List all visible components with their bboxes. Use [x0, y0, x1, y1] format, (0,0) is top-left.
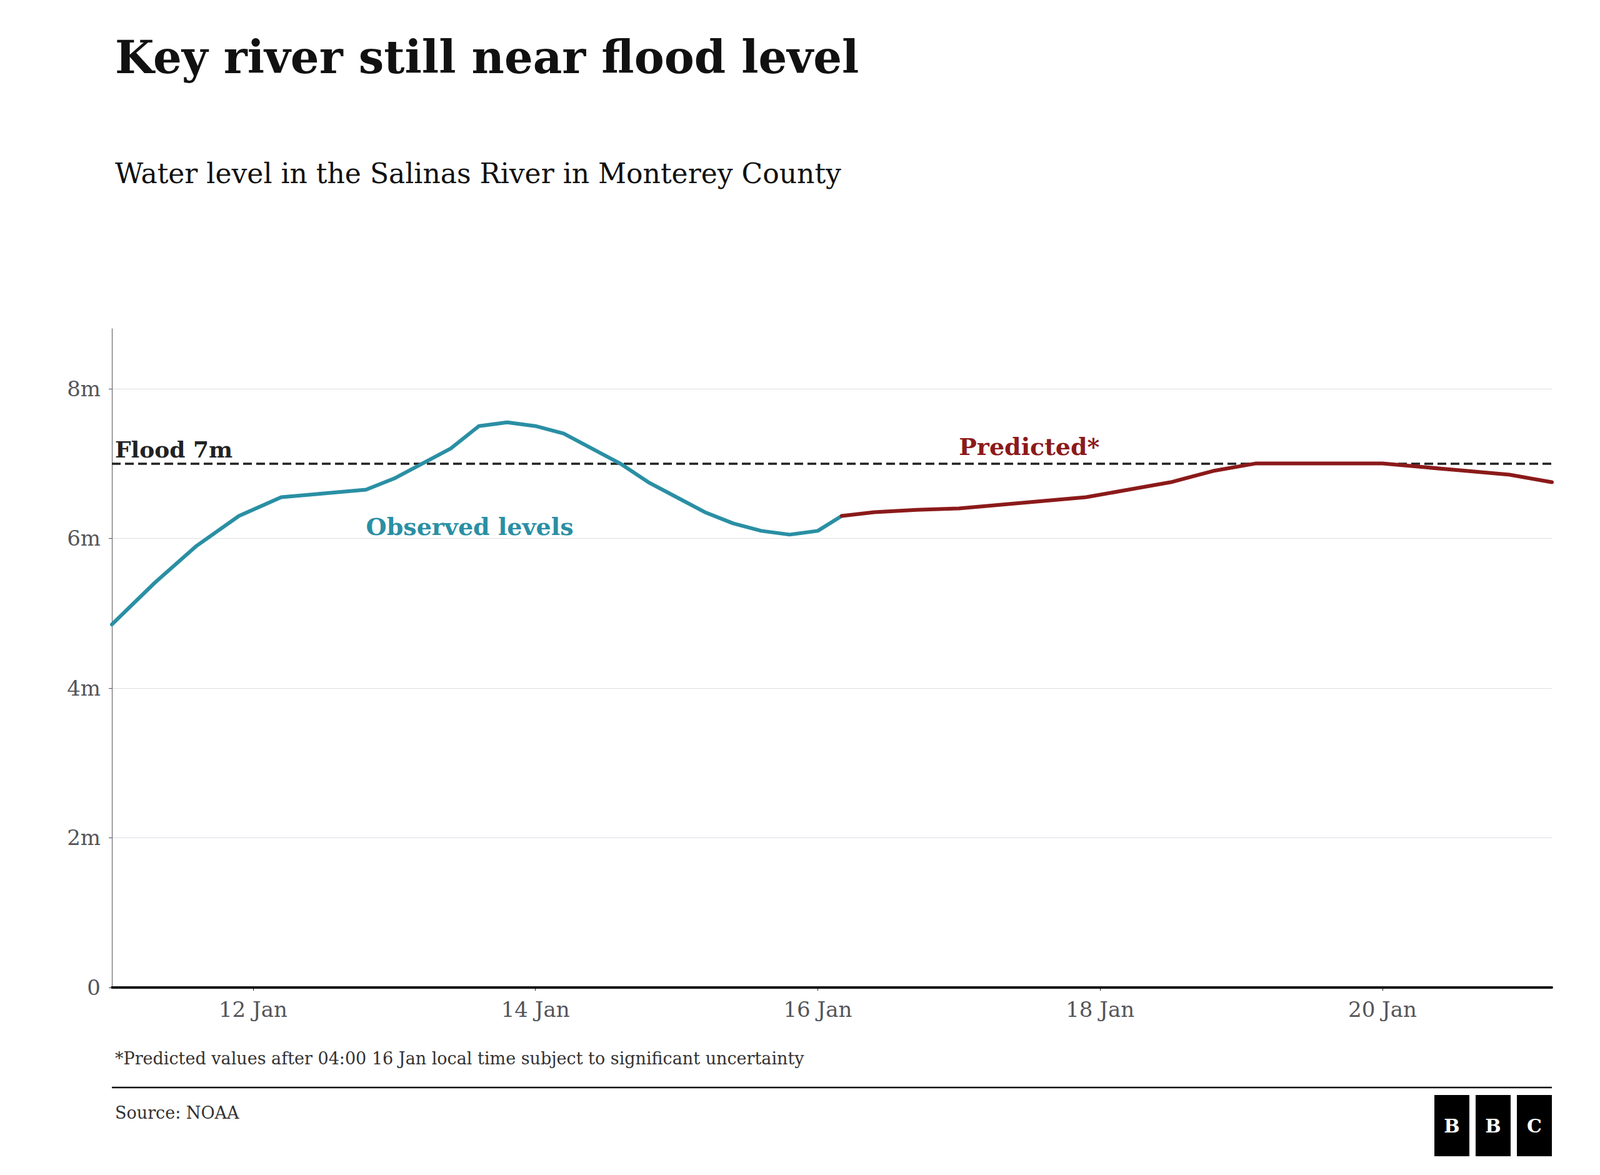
- svg-text:Water level in the Salinas Riv: Water level in the Salinas River in Mont…: [115, 157, 842, 190]
- svg-text:6m: 6m: [66, 525, 101, 551]
- svg-text:Flood 7m: Flood 7m: [115, 436, 233, 463]
- svg-text:Key river still near flood lev: Key river still near flood level: [115, 30, 859, 84]
- svg-text:B: B: [1443, 1115, 1460, 1137]
- svg-text:4m: 4m: [66, 675, 101, 701]
- svg-text:12 Jan: 12 Jan: [218, 996, 288, 1022]
- svg-text:14 Jan: 14 Jan: [501, 996, 570, 1022]
- svg-text:Predicted*: Predicted*: [958, 432, 1100, 461]
- svg-text:20 Jan: 20 Jan: [1348, 996, 1417, 1022]
- svg-text:2m: 2m: [66, 825, 101, 850]
- svg-text:B: B: [1485, 1115, 1501, 1137]
- svg-text:Observed levels: Observed levels: [366, 512, 574, 541]
- svg-text:Source: NOAA: Source: NOAA: [115, 1103, 240, 1123]
- svg-text:16 Jan: 16 Jan: [783, 996, 852, 1022]
- svg-text:0: 0: [86, 975, 101, 1000]
- svg-text:*Predicted values after 04:00: *Predicted values after 04:00 16 Jan loc…: [115, 1048, 805, 1069]
- svg-text:C: C: [1526, 1115, 1542, 1137]
- svg-text:18 Jan: 18 Jan: [1065, 996, 1135, 1022]
- svg-text:8m: 8m: [66, 376, 101, 402]
